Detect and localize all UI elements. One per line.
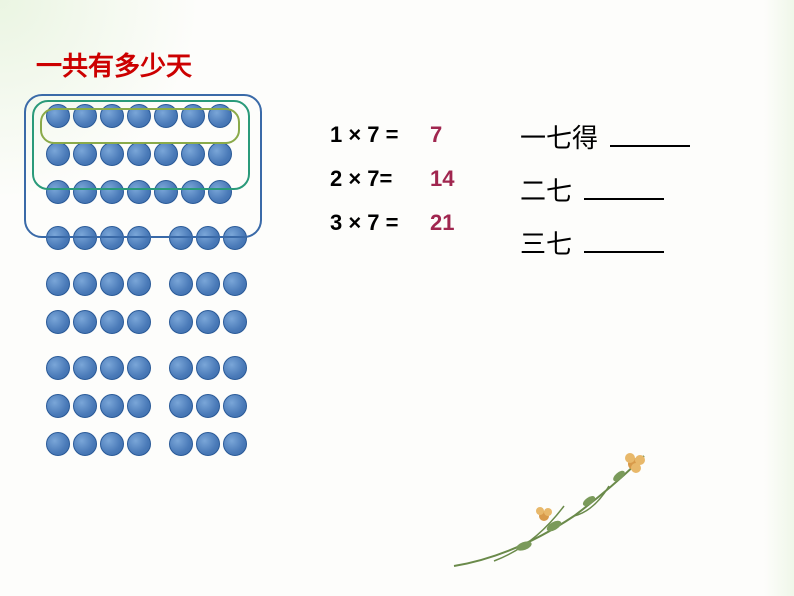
- dot: [73, 394, 97, 418]
- dot: [46, 356, 70, 380]
- dot: [127, 272, 151, 296]
- dot-row: [30, 356, 247, 380]
- dot: [223, 356, 247, 380]
- eq-answer: 14: [430, 166, 454, 192]
- bg-wash-right: [764, 0, 794, 596]
- dot: [169, 356, 193, 380]
- dot: [223, 310, 247, 334]
- dot: [127, 394, 151, 418]
- phrase-text: 一七得: [520, 118, 598, 155]
- dot: [100, 432, 124, 456]
- phrases: 一七得 二七 三七: [520, 118, 690, 277]
- phrase-row: 二七: [520, 171, 690, 208]
- dot: [196, 310, 220, 334]
- eq-answer: 7: [430, 122, 442, 148]
- dot: [73, 310, 97, 334]
- phrase-blank: [584, 227, 664, 253]
- dot: [127, 356, 151, 380]
- dot: [73, 432, 97, 456]
- dot-row: [30, 432, 247, 456]
- phrase-blank: [610, 121, 690, 147]
- equation-row: 1 × 7 = 7: [330, 122, 454, 148]
- dot: [46, 432, 70, 456]
- equations: 1 × 7 = 7 2 × 7= 14 3 × 7 = 21: [330, 122, 454, 254]
- dot: [196, 432, 220, 456]
- box-inner: [40, 108, 240, 144]
- dot: [46, 394, 70, 418]
- dot: [127, 432, 151, 456]
- dot: [100, 272, 124, 296]
- dot: [196, 356, 220, 380]
- dots-area: [30, 104, 247, 470]
- dot: [223, 272, 247, 296]
- phrase-row: 一七得: [520, 118, 690, 155]
- dot: [169, 432, 193, 456]
- dot: [169, 310, 193, 334]
- dot: [223, 432, 247, 456]
- dot: [100, 356, 124, 380]
- dot: [46, 310, 70, 334]
- eq-left: 2 × 7=: [330, 166, 430, 192]
- dot: [46, 272, 70, 296]
- equation-row: 2 × 7= 14: [330, 166, 454, 192]
- page-title: 一共有多少天: [36, 46, 192, 83]
- dot-row: [30, 394, 247, 418]
- dot: [127, 310, 151, 334]
- dot: [100, 310, 124, 334]
- phrase-text: 三七: [520, 224, 572, 261]
- phrase-text: 二七: [520, 171, 572, 208]
- dot: [169, 394, 193, 418]
- dot: [223, 394, 247, 418]
- dot: [196, 272, 220, 296]
- dot-row: [30, 310, 247, 334]
- eq-left: 3 × 7 =: [330, 210, 430, 236]
- equation-row: 3 × 7 = 21: [330, 210, 454, 236]
- dot: [73, 356, 97, 380]
- dot: [169, 272, 193, 296]
- plant-decoration: [434, 416, 694, 576]
- eq-answer: 21: [430, 210, 454, 236]
- dot: [196, 394, 220, 418]
- eq-left: 1 × 7 =: [330, 122, 430, 148]
- phrase-row: 三七: [520, 224, 690, 261]
- dot-row: [30, 272, 247, 296]
- dot: [100, 394, 124, 418]
- phrase-blank: [584, 174, 664, 200]
- dot: [73, 272, 97, 296]
